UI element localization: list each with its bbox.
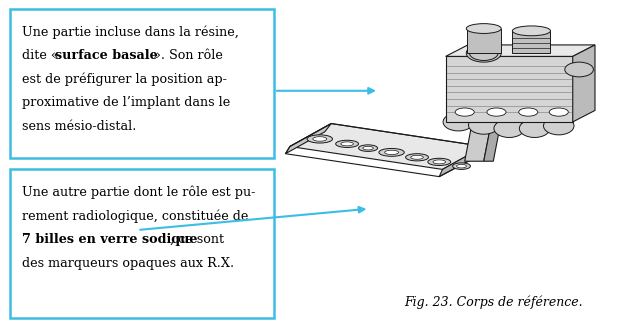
Text: Fig. 23. Corps de référence.: Fig. 23. Corps de référence. [404, 295, 583, 309]
Ellipse shape [519, 108, 538, 116]
Polygon shape [446, 45, 595, 56]
Ellipse shape [341, 142, 354, 146]
Ellipse shape [307, 135, 333, 143]
Ellipse shape [433, 160, 445, 164]
Ellipse shape [494, 119, 524, 138]
Text: est de préfigurer la position ap-: est de préfigurer la position ap- [22, 72, 227, 86]
Ellipse shape [411, 155, 424, 159]
Ellipse shape [519, 119, 550, 138]
Text: 7 billes en verre sodique: 7 billes en verre sodique [22, 233, 197, 246]
Ellipse shape [455, 108, 474, 116]
Text: Une autre partie dont le rôle est pu-: Une autre partie dont le rôle est pu- [22, 186, 255, 199]
Ellipse shape [379, 148, 404, 156]
Ellipse shape [406, 154, 429, 161]
Text: rement radiologique, constituée de: rement radiologique, constituée de [22, 209, 248, 223]
Ellipse shape [457, 164, 466, 168]
Text: , ce sont: , ce sont [170, 233, 224, 246]
Text: sens mésio-distal.: sens mésio-distal. [22, 120, 136, 133]
Polygon shape [446, 56, 573, 122]
Polygon shape [464, 112, 493, 161]
Text: des marqueurs opaques aux R.X.: des marqueurs opaques aux R.X. [22, 257, 234, 269]
Polygon shape [466, 29, 501, 53]
Ellipse shape [466, 24, 501, 34]
Polygon shape [512, 31, 550, 53]
Ellipse shape [385, 150, 399, 155]
Ellipse shape [336, 140, 359, 147]
Ellipse shape [428, 158, 451, 165]
FancyBboxPatch shape [10, 169, 274, 318]
Polygon shape [573, 45, 595, 122]
Ellipse shape [487, 108, 506, 116]
Text: ». Son rôle: ». Son rôle [149, 49, 223, 62]
Ellipse shape [543, 117, 574, 135]
Ellipse shape [313, 137, 327, 141]
Text: proximative de l’implant dans le: proximative de l’implant dans le [22, 96, 230, 109]
FancyBboxPatch shape [10, 9, 274, 158]
Ellipse shape [359, 145, 378, 151]
Polygon shape [440, 146, 483, 177]
Text: Une partie incluse dans la résine,: Une partie incluse dans la résine, [22, 25, 238, 39]
Polygon shape [483, 112, 503, 161]
Polygon shape [290, 124, 483, 169]
Ellipse shape [565, 62, 594, 77]
Ellipse shape [453, 163, 470, 169]
Text: surface basale: surface basale [55, 49, 157, 62]
Ellipse shape [549, 108, 568, 116]
Ellipse shape [466, 44, 501, 62]
Ellipse shape [363, 146, 373, 150]
Ellipse shape [468, 116, 499, 134]
Ellipse shape [443, 113, 473, 131]
Ellipse shape [469, 46, 498, 61]
Text: dite «: dite « [22, 49, 62, 62]
Polygon shape [285, 124, 331, 154]
Ellipse shape [512, 26, 550, 36]
